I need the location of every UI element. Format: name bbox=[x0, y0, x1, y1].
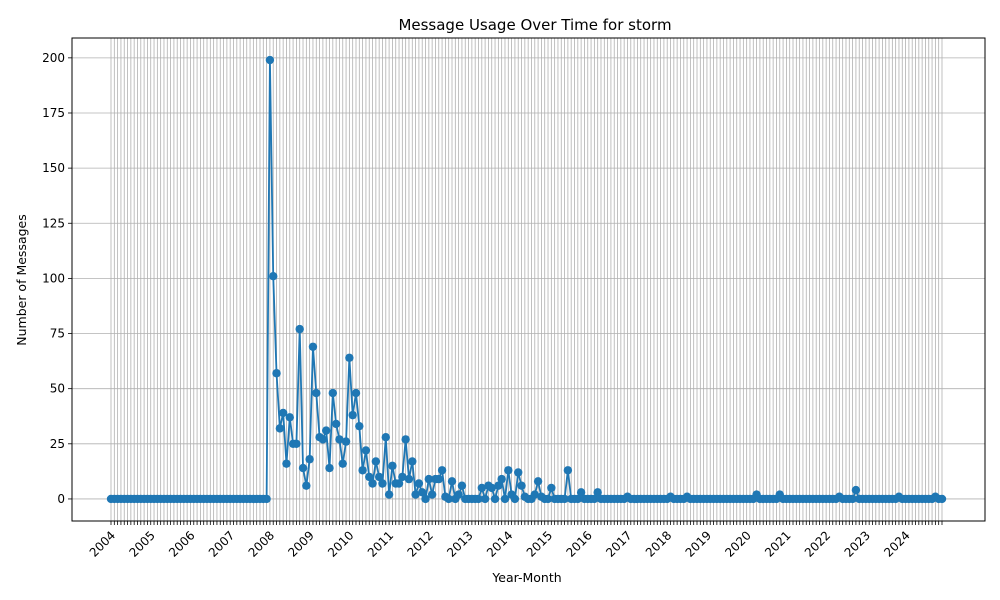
data-point bbox=[368, 479, 377, 488]
data-point bbox=[424, 474, 434, 484]
data-point bbox=[487, 483, 496, 493]
data-point bbox=[345, 353, 354, 362]
data-point bbox=[573, 494, 583, 504]
data-point bbox=[480, 494, 490, 504]
y-axis-ticks: 0 25 50 75 100 125 150 175 200 bbox=[42, 51, 72, 506]
y-tick-label: 75 bbox=[50, 327, 65, 341]
data-point bbox=[543, 494, 553, 504]
data-point bbox=[937, 494, 947, 504]
data-point bbox=[295, 324, 304, 334]
data-point bbox=[355, 421, 364, 431]
data-point bbox=[308, 342, 318, 351]
y-tick-label: 125 bbox=[42, 216, 65, 230]
data-point bbox=[411, 490, 420, 499]
x-axis-label: Year-Month bbox=[491, 570, 561, 585]
data-point bbox=[341, 437, 351, 446]
y-tick-label: 175 bbox=[42, 106, 65, 120]
data-point bbox=[421, 494, 430, 504]
y-tick-label: 0 bbox=[57, 492, 65, 506]
data-point bbox=[272, 369, 281, 378]
data-point bbox=[414, 479, 424, 488]
data-point bbox=[285, 413, 294, 422]
data-point bbox=[404, 474, 414, 484]
data-point bbox=[477, 483, 487, 493]
y-tick-label: 150 bbox=[42, 161, 65, 175]
data-point bbox=[533, 477, 543, 486]
data-point bbox=[312, 388, 321, 398]
data-point bbox=[848, 494, 857, 504]
data-point bbox=[398, 472, 407, 482]
data-point bbox=[381, 432, 390, 442]
data-point bbox=[593, 488, 602, 497]
data-point bbox=[374, 472, 384, 482]
data-point bbox=[427, 490, 437, 499]
data-point bbox=[457, 481, 467, 490]
data-point bbox=[530, 490, 539, 499]
data-point bbox=[547, 483, 556, 493]
data-point bbox=[514, 468, 523, 477]
data-point bbox=[335, 435, 344, 444]
data-point bbox=[302, 481, 311, 490]
x-gridlines bbox=[110, 38, 943, 521]
data-point bbox=[437, 466, 447, 475]
data-point bbox=[298, 463, 308, 473]
data-point bbox=[418, 488, 427, 497]
data-point bbox=[497, 474, 506, 484]
data-point bbox=[371, 457, 381, 466]
data-point bbox=[318, 435, 328, 444]
data-point bbox=[401, 435, 410, 444]
data-point bbox=[358, 466, 367, 475]
data-point bbox=[517, 481, 526, 490]
y-tick-label: 25 bbox=[50, 437, 65, 451]
series-points bbox=[106, 55, 947, 504]
data-point bbox=[474, 494, 483, 504]
data-point bbox=[490, 494, 500, 504]
data-point bbox=[384, 490, 394, 499]
data-point bbox=[851, 485, 861, 495]
data-point bbox=[269, 271, 278, 281]
y-tick-label: 200 bbox=[42, 51, 65, 65]
data-point bbox=[500, 494, 510, 504]
data-point bbox=[338, 459, 347, 468]
data-point bbox=[292, 439, 301, 449]
data-point bbox=[348, 410, 357, 420]
data-point bbox=[388, 461, 397, 471]
data-point bbox=[454, 490, 463, 499]
data-point bbox=[434, 474, 443, 484]
data-point bbox=[394, 479, 404, 488]
data-point bbox=[328, 388, 338, 398]
data-point bbox=[351, 388, 361, 398]
data-point bbox=[590, 494, 599, 504]
data-point bbox=[560, 494, 569, 504]
data-point bbox=[262, 494, 271, 504]
data-point bbox=[504, 466, 513, 475]
data-point bbox=[447, 477, 457, 486]
data-point bbox=[282, 459, 291, 468]
y-tick-label: 100 bbox=[42, 271, 65, 285]
data-point bbox=[325, 463, 334, 473]
data-point bbox=[576, 488, 586, 497]
y-tick-label: 50 bbox=[50, 382, 65, 396]
data-point bbox=[444, 494, 453, 504]
data-point bbox=[563, 466, 573, 475]
data-point bbox=[494, 481, 503, 490]
data-point bbox=[275, 424, 285, 433]
data-point bbox=[378, 479, 387, 488]
data-point bbox=[365, 472, 374, 482]
data-point bbox=[331, 419, 341, 429]
y-axis-label: Number of Messages bbox=[14, 214, 29, 346]
data-point bbox=[278, 408, 288, 418]
data-point bbox=[321, 426, 331, 435]
data-point bbox=[408, 457, 417, 466]
data-point bbox=[265, 55, 275, 65]
data-point bbox=[305, 455, 314, 464]
data-point bbox=[510, 494, 520, 504]
data-point bbox=[361, 446, 371, 455]
chart-title: Message Usage Over Time for storm bbox=[398, 16, 671, 34]
